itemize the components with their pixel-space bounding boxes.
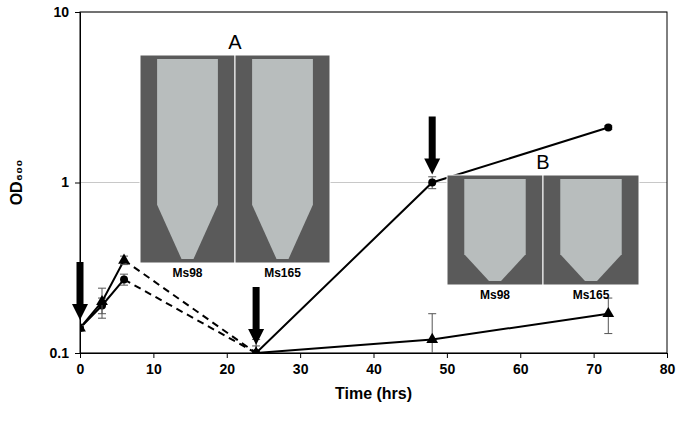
error-cap: [428, 188, 436, 189]
tick-label: 40: [366, 361, 382, 377]
error-bar: [428, 177, 436, 189]
photo: [140, 55, 235, 263]
arrow: [424, 117, 440, 175]
inset: Ms98 Ms165 B: [447, 151, 639, 302]
photo: [447, 175, 543, 285]
error-cap: [428, 176, 436, 177]
tick-mark: [75, 353, 80, 354]
error-cap: [120, 274, 128, 275]
tube: [464, 179, 525, 281]
tick-mark: [520, 353, 521, 358]
plot: 0 10 20 30 40 50 60 70 80 0.1 1 10: [50, 4, 676, 379]
tick-mark: [153, 353, 154, 358]
tick: 30: [293, 353, 309, 377]
arrow: [72, 262, 88, 320]
tick-label: 10: [53, 4, 69, 20]
error-cap: [428, 313, 436, 314]
tick-label: 10: [146, 361, 162, 377]
marker: [602, 307, 614, 317]
tick: 20: [219, 353, 235, 377]
photo: [235, 55, 330, 263]
line: [124, 260, 256, 353]
tick-label: 80: [660, 361, 676, 377]
tick-label: 0.1: [50, 345, 70, 361]
arrow: [248, 287, 264, 345]
inset-label: Ms165: [264, 266, 301, 280]
tick-label: 1: [61, 174, 69, 190]
tick-mark: [75, 183, 80, 184]
tick-label: 0: [77, 361, 85, 377]
grid: [80, 12, 667, 353]
tick-mark: [374, 353, 375, 358]
chart: 0 10 20 30 40 50 60 70 80 0.1 1 10 Ms98 Ms165 A Ms98 Ms1…: [0, 0, 685, 429]
tick: 10: [53, 4, 80, 20]
tick: 10: [146, 353, 162, 377]
tick: 70: [586, 353, 602, 377]
error-cap: [120, 264, 128, 265]
plot-frame: [80, 12, 667, 353]
error-cap: [98, 288, 106, 289]
marker: [96, 295, 108, 305]
x-axis-title: Time (hrs): [335, 385, 412, 402]
tick-label: 60: [513, 361, 529, 377]
y-axis-title: OD₆₀₀: [8, 160, 25, 206]
line: [124, 279, 256, 353]
inset-label: Ms98: [480, 288, 510, 302]
line: [80, 260, 124, 328]
inset-label: Ms165: [573, 288, 610, 302]
error-cap: [98, 318, 106, 319]
tick: 60: [513, 353, 529, 377]
tick: 0: [77, 353, 85, 377]
inset-title: A: [228, 31, 242, 53]
tick: 0.1: [50, 345, 80, 361]
tube: [157, 59, 218, 259]
tick-mark: [667, 353, 668, 358]
error-cap: [604, 333, 612, 334]
photo: [543, 175, 639, 285]
inset: Ms98 Ms165 A: [140, 31, 330, 280]
tick-mark: [300, 353, 301, 358]
marker: [80, 321, 86, 331]
tick: 80: [660, 353, 676, 377]
inset-label: Ms98: [172, 266, 202, 280]
marker: [426, 333, 438, 343]
axis-line: [81, 354, 668, 359]
marker: [604, 124, 612, 132]
tick-label: 70: [586, 361, 602, 377]
tube: [560, 179, 621, 281]
tick-label: 20: [219, 361, 235, 377]
tick: 1: [61, 174, 80, 190]
error-cap: [120, 285, 128, 286]
tick-label: 50: [440, 361, 456, 377]
tube: [252, 59, 313, 259]
marker: [250, 346, 262, 353]
tick: 50: [440, 353, 456, 377]
x-axis: 0 10 20 30 40 50 60 70 80: [77, 353, 676, 377]
tick-label: 30: [293, 361, 309, 377]
inset-title: B: [536, 151, 549, 173]
tick-mark: [227, 353, 228, 358]
tick-mark: [75, 12, 80, 13]
tick-mark: [447, 353, 448, 358]
tick-mark: [594, 353, 595, 358]
marker: [428, 179, 436, 187]
tick: 40: [366, 353, 382, 377]
